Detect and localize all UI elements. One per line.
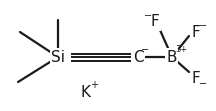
Text: −: − [144, 11, 152, 21]
Text: F: F [192, 70, 200, 85]
Text: 3+: 3+ [175, 45, 187, 54]
Text: F: F [192, 25, 200, 40]
Text: −: − [141, 45, 149, 55]
Text: F: F [151, 15, 159, 30]
Text: −: − [199, 21, 207, 31]
Text: K: K [80, 84, 90, 99]
Text: −: − [199, 79, 207, 89]
Text: +: + [90, 80, 98, 90]
Text: C: C [133, 50, 143, 64]
Text: Si: Si [51, 50, 65, 64]
Text: B: B [167, 50, 177, 64]
